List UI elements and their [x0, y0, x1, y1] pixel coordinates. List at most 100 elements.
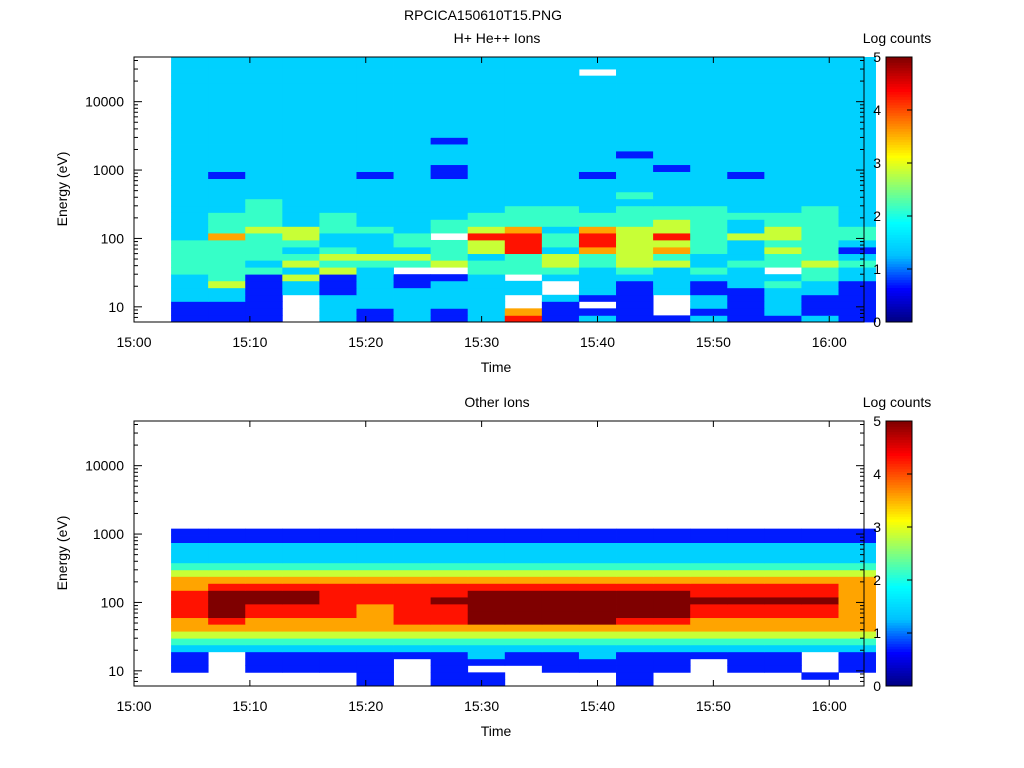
heatmap-cell — [467, 158, 506, 166]
heatmap-cell — [430, 69, 469, 77]
heatmap-cell — [430, 57, 469, 63]
plot-frame — [133, 56, 865, 323]
colorbar-segment — [886, 595, 912, 600]
heatmap-cell — [430, 280, 469, 289]
colorbar-segment — [886, 638, 912, 642]
heatmap-cell — [467, 562, 506, 571]
heatmap-cell — [541, 549, 580, 557]
heatmap-cell — [504, 89, 543, 97]
heatmap-cell — [838, 624, 876, 632]
heatmap-cell — [282, 535, 320, 543]
heatmap-cell — [430, 644, 469, 653]
heatmap-cell — [801, 528, 839, 536]
heatmap-cell — [541, 562, 580, 571]
colorbar-segment — [886, 247, 912, 251]
heatmap-cell — [578, 185, 617, 193]
y-axis-label: Energy (eV) — [54, 152, 70, 227]
heatmap-cell — [653, 260, 691, 268]
heatmap-cell — [282, 280, 320, 289]
heatmap-cell — [208, 569, 246, 577]
heatmap-cell — [801, 57, 839, 63]
heatmap-cell — [504, 535, 543, 543]
heatmap-cell — [430, 679, 469, 687]
heatmap-cell — [430, 555, 469, 564]
heatmap-cell — [245, 569, 283, 577]
heatmap-cell — [245, 562, 283, 571]
heatmap-cell — [208, 631, 246, 639]
heatmap-cell — [690, 576, 728, 584]
heatmap-cell — [356, 631, 394, 639]
heatmap-cell — [356, 158, 394, 166]
heatmap-cell — [171, 239, 209, 248]
colorbar-segment — [886, 300, 912, 304]
x-axis-label: Time — [481, 359, 512, 375]
heatmap-cell — [208, 294, 246, 302]
heatmap-cell — [208, 75, 246, 84]
colorbar-segment — [886, 59, 912, 63]
heatmap-cell — [541, 583, 580, 591]
heatmap-cell — [541, 75, 580, 84]
heatmap-cell — [690, 130, 728, 138]
x-tick-label: 15:40 — [580, 698, 615, 714]
heatmap-cell — [541, 610, 580, 619]
heatmap-cell — [208, 198, 246, 207]
heatmap-cell — [838, 82, 876, 91]
heatmap-cell — [504, 638, 543, 646]
colorbar-segment — [886, 170, 912, 175]
heatmap-cell — [727, 226, 765, 234]
heatmap-cell — [764, 274, 802, 282]
heatmap-cell — [245, 219, 283, 227]
heatmap-cell — [245, 185, 283, 193]
heatmap-cell — [690, 233, 728, 241]
heatmap-cell — [727, 617, 765, 625]
heatmap-cell — [541, 164, 580, 172]
colorbar-segment — [886, 426, 912, 430]
heatmap-cell — [764, 171, 802, 179]
heatmap-cell — [801, 542, 839, 550]
heatmap-cell — [690, 191, 728, 200]
heatmap-cell — [838, 164, 876, 172]
heatmap-cell — [578, 191, 617, 200]
heatmap-cell — [616, 294, 654, 302]
heatmap-cell — [245, 294, 283, 302]
heatmap-cell — [171, 253, 209, 261]
panel-title: Other Ions — [464, 394, 529, 410]
heatmap-cell — [171, 542, 209, 550]
heatmap-cell — [356, 549, 394, 557]
heatmap-cell — [356, 253, 394, 261]
heatmap-cell — [653, 62, 691, 70]
heatmap-cell — [616, 62, 654, 70]
heatmap-cell — [578, 274, 617, 282]
heatmap-cell — [801, 233, 839, 241]
heatmap-cell — [467, 171, 506, 179]
colorbar-segment — [886, 471, 912, 475]
heatmap-cell — [838, 542, 876, 550]
heatmap-cell — [208, 57, 246, 63]
heatmap-cell — [616, 150, 654, 159]
colorbar-segment — [886, 210, 912, 214]
colorbar-tick-label: 0 — [873, 314, 881, 330]
colorbar-segment — [886, 258, 912, 262]
heatmap-cell — [764, 96, 802, 104]
heatmap-cell — [838, 75, 876, 84]
heatmap-cell — [319, 62, 357, 70]
heatmap-cell — [208, 144, 246, 152]
heatmap-cell — [690, 212, 728, 220]
heatmap-cell — [393, 89, 432, 97]
heatmap-cell — [245, 315, 283, 323]
heatmap-cell — [764, 130, 802, 138]
heatmap-cell — [764, 205, 802, 213]
colorbar-segment — [886, 489, 912, 494]
heatmap-cell — [356, 528, 394, 536]
heatmap-cell — [764, 569, 802, 577]
heatmap-cell — [467, 651, 506, 660]
heatmap-cell — [504, 171, 543, 179]
heatmap-cell — [838, 644, 876, 653]
colorbar-segment — [886, 163, 912, 167]
heatmap-cell — [430, 315, 469, 323]
heatmap-cell — [245, 624, 283, 632]
heatmap-cell — [653, 164, 691, 172]
colorbar-segment — [886, 585, 912, 589]
heatmap-cell — [430, 144, 469, 152]
colorbar-tick-label: 2 — [873, 572, 881, 588]
